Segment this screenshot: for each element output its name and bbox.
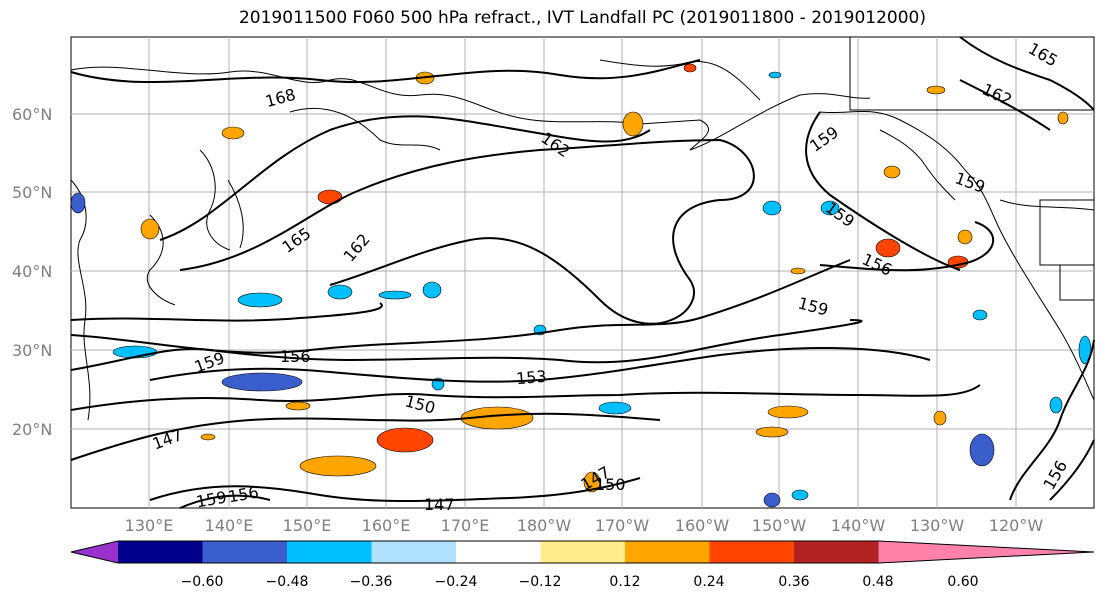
- colorbar-outline: [70, 540, 1095, 564]
- lat-label: 60°N: [12, 105, 52, 124]
- lon-label: 150°E: [283, 516, 332, 535]
- colorbar-segment: [202, 541, 288, 563]
- lat-label: 30°N: [12, 341, 52, 360]
- shading: [70, 63, 1092, 508]
- colorbar-tick: 0.48: [862, 574, 893, 590]
- colorbar-segment: [709, 541, 795, 563]
- contours: [70, 36, 1095, 509]
- colorbar-segment: [287, 541, 372, 563]
- lon-label: 180°W: [517, 516, 572, 535]
- colorbar-segment: [540, 541, 626, 563]
- map-title: 2019011500 F060 500 hPa refract., IVT La…: [238, 8, 926, 28]
- colorbar-segment: [371, 541, 457, 563]
- contour-label: 150: [595, 475, 626, 494]
- colorbar-tick: 0.12: [609, 574, 640, 590]
- colorbar-segment: [118, 541, 203, 563]
- latitude-labels: 60°N 50°N 40°N 30°N 20°N: [12, 105, 52, 439]
- colorbar-extend-high: [878, 541, 1094, 563]
- lon-label: 140°W: [831, 516, 886, 535]
- colorbar-segment: [456, 541, 541, 563]
- lon-label: 140°E: [205, 516, 254, 535]
- colorbar-tick: 0.60: [947, 574, 978, 590]
- colorbar-tick: −0.48: [266, 574, 309, 590]
- colorbar-extend-low: [71, 541, 118, 563]
- lat-label: 50°N: [12, 183, 52, 202]
- colorbar-tick: 0.24: [693, 574, 724, 590]
- lon-label: 160°W: [675, 516, 730, 535]
- lon-label: 130°E: [125, 516, 174, 535]
- colorbar-tick: 0.36: [778, 574, 809, 590]
- colorbar: [70, 540, 1095, 564]
- colorbar-tick: −0.24: [435, 574, 478, 590]
- lon-label: 120°W: [989, 516, 1044, 535]
- lon-label: 150°W: [752, 516, 807, 535]
- lat-label: 20°N: [12, 420, 52, 439]
- colorbar-tick-labels: −0.60 −0.48 −0.36 −0.24 −0.12 0.12 0.24 …: [181, 574, 979, 590]
- contour-label: 153: [515, 367, 547, 389]
- colorbar-segment: [625, 541, 710, 563]
- coastlines: [70, 37, 1095, 421]
- colorbar-tick: −0.60: [181, 574, 224, 590]
- lon-label: 160°E: [362, 516, 411, 535]
- longitude-labels: 130°E 140°E 150°E 160°E 170°E 180°W 170°…: [125, 516, 1044, 535]
- lon-label: 170°W: [595, 516, 650, 535]
- contour-label: 147: [424, 495, 455, 514]
- colorbar-segment: [794, 541, 879, 563]
- colorbar-tick: −0.12: [519, 574, 562, 590]
- colorbar-tick: −0.36: [350, 574, 393, 590]
- lon-label: 170°E: [441, 516, 490, 535]
- lat-label: 40°N: [12, 262, 52, 281]
- gridlines: [71, 37, 1094, 508]
- lon-label: 130°W: [910, 516, 965, 535]
- map-frame: [70, 36, 1095, 509]
- contour-label: 156: [280, 347, 311, 366]
